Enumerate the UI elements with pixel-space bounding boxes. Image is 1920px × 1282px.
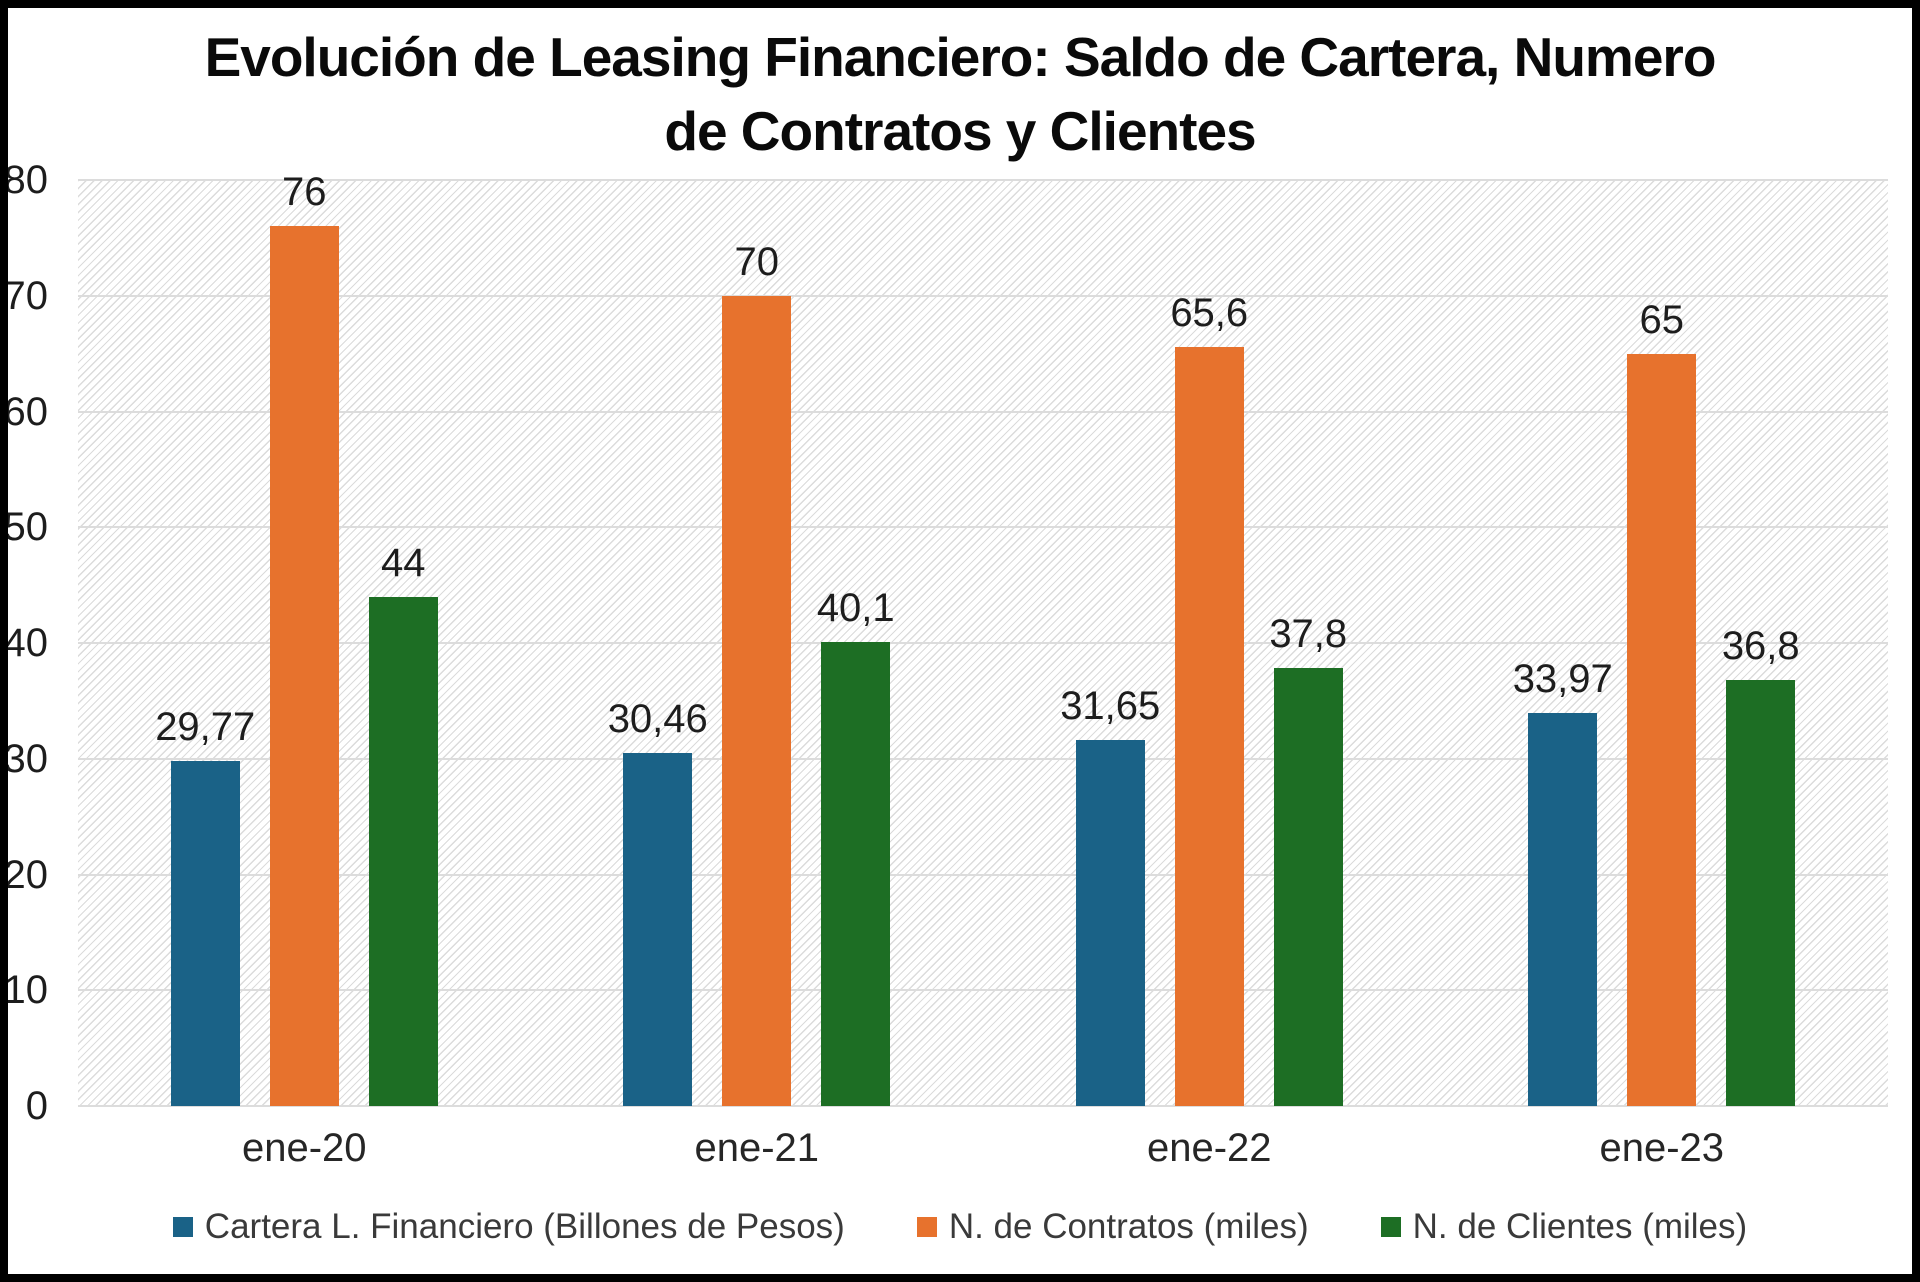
gridline-80 (78, 179, 1888, 181)
bar-value-label-series3-ene-23: 36,8 (1721, 624, 1800, 669)
bar-value-label-series1-ene-23: 33,97 (1512, 656, 1613, 701)
gridline-40 (78, 642, 1888, 644)
gridline-50 (78, 526, 1888, 529)
chart-title-line-1: Evolución de Leasing Financiero: Saldo d… (204, 26, 1717, 88)
x-category-label-ene-23: ene-23 (1599, 1126, 1725, 1170)
legend-label-series3: N. de Clientes (miles) (1412, 1207, 1748, 1246)
bar-value-label-series2-ene-22: 65,6 (1170, 290, 1249, 335)
legend: Cartera L. Financiero (Billones de Pesos… (0, 1206, 1920, 1248)
gridline-60 (78, 410, 1888, 413)
bar-value-label-series2-ene-21: 70 (734, 239, 780, 284)
y-tick-label-70: 70 (3, 273, 49, 318)
legend-item-series2: N. de Contratos (miles) (916, 1206, 1309, 1248)
bar-series1-ene-20 (170, 761, 240, 1106)
y-tick-label-0: 0 (25, 1084, 48, 1128)
gridline-20 (78, 873, 1888, 876)
x-category-label-ene-20: ene-20 (241, 1126, 367, 1170)
y-tick-label-50: 50 (3, 505, 49, 550)
bar-value-label-series1-ene-22: 31,65 (1060, 683, 1161, 728)
bar-value-label-series3-ene-22: 37,8 (1269, 612, 1348, 657)
chart-title-line-2: de Contratos y Clientes (664, 100, 1256, 162)
y-tick-label-40: 40 (3, 621, 49, 665)
gridline-0 (78, 1105, 1888, 1107)
y-tick-label-30: 30 (3, 736, 49, 781)
bar-series3-ene-20 (368, 596, 438, 1106)
legend-label-series1: Cartera L. Financiero (Billones de Pesos… (204, 1207, 845, 1246)
gridline-70 (78, 294, 1888, 297)
bar-series2-ene-23 (1627, 353, 1697, 1106)
bar-value-label-series3-ene-21: 40,1 (816, 585, 895, 630)
bar-value-label-series2-ene-23: 65 (1639, 297, 1685, 342)
x-category-label-ene-21: ene-21 (694, 1126, 820, 1170)
bar-series2-ene-20 (269, 226, 339, 1106)
bar-series1-ene-22 (1075, 739, 1145, 1106)
bar-series2-ene-21 (722, 295, 792, 1106)
bar-value-label-series3-ene-20: 44 (381, 540, 426, 585)
legend-swatch-icon (916, 1217, 937, 1237)
legend-item-series3: N. de Clientes (miles) (1380, 1206, 1748, 1248)
legend-label-series2: N. de Contratos (miles) (948, 1207, 1309, 1246)
bar-series3-ene-21 (821, 641, 891, 1106)
legend-item-series1: Cartera L. Financiero (Billones de Pesos… (172, 1206, 845, 1248)
bar-series1-ene-21 (623, 753, 693, 1106)
y-axis: 0 10 20 30 40 50 60 70 80 (0, 158, 49, 1128)
plot-area: 29,77 76 44 30,46 70 40,1 31,65 65,6 37,8 33,97 65… (78, 170, 1888, 1107)
gridline-30 (78, 757, 1888, 760)
y-tick-label-10: 10 (3, 968, 49, 1013)
bar-value-label-series1-ene-20: 29,77 (155, 705, 256, 750)
bar-value-label-series1-ene-21: 30,46 (607, 697, 708, 742)
y-tick-label-80: 80 (3, 158, 49, 202)
y-tick-label-20: 20 (3, 852, 49, 897)
chart-title: Evolución de Leasing Financiero: Saldo d… (0, 20, 1920, 168)
gridline-10 (78, 989, 1888, 992)
bar-series2-ene-22 (1174, 346, 1244, 1106)
x-category-label-ene-22: ene-22 (1146, 1126, 1272, 1170)
legend-swatch-icon (172, 1217, 193, 1237)
bar-series3-ene-23 (1726, 680, 1796, 1106)
legend-swatch-icon (1380, 1217, 1401, 1237)
bar-series3-ene-22 (1273, 668, 1343, 1106)
bar-series1-ene-23 (1528, 712, 1598, 1106)
y-tick-label-60: 60 (3, 389, 49, 434)
x-axis: ene-20 ene-21 ene-22 ene-23 (78, 1124, 1888, 1176)
bar-value-label-series2-ene-20: 76 (282, 170, 327, 215)
